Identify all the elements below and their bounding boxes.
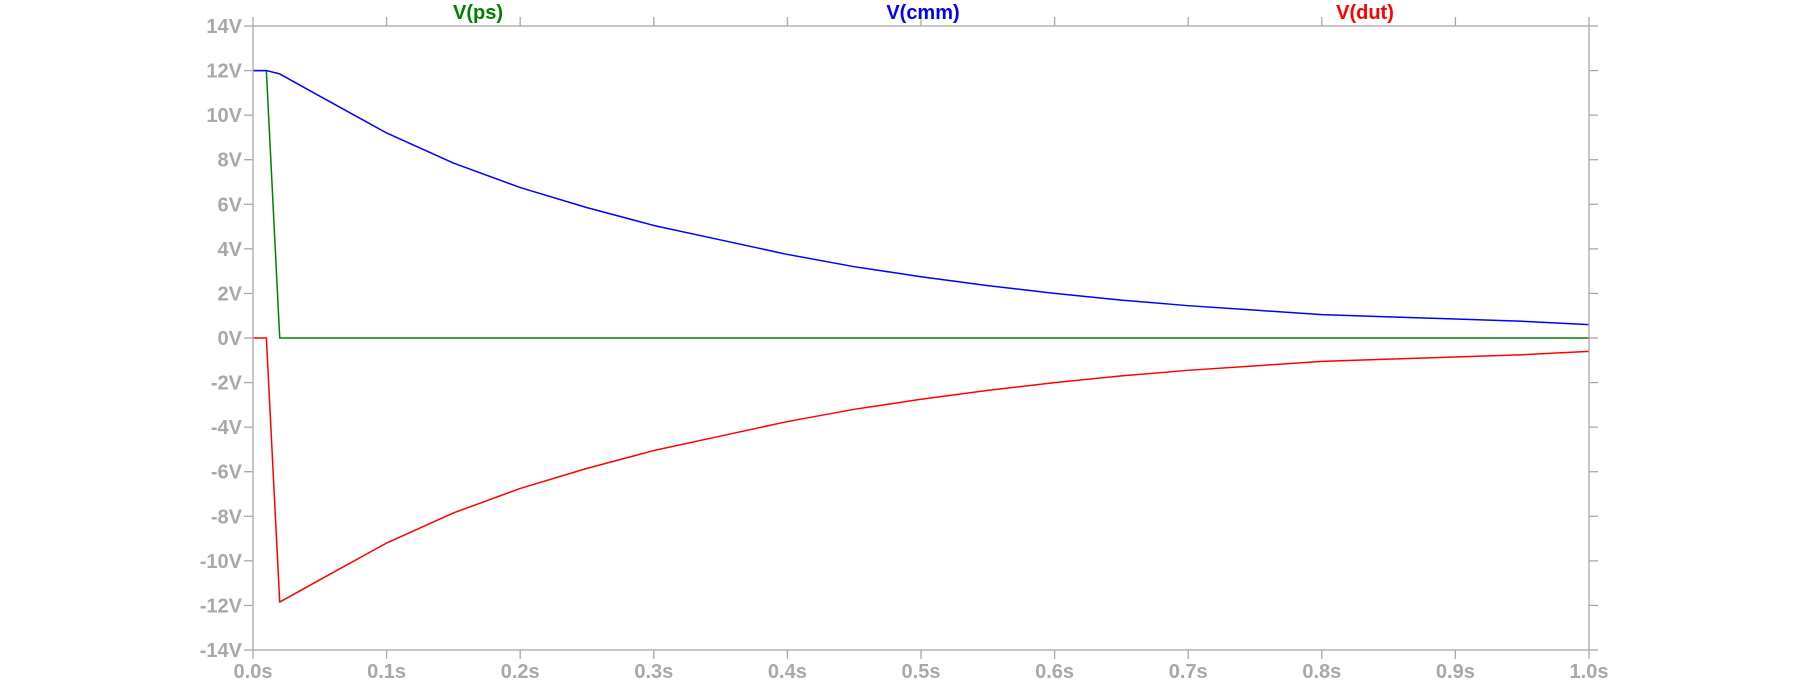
x-tick-label: 0.2s [501,661,540,683]
legend-entry: V(ps) [453,2,503,24]
y-tick-label: -4V [211,417,243,439]
y-tick-label: -6V [211,462,243,484]
x-tick-label: 0.6s [1035,661,1074,683]
x-tick-label: 0.0s [234,661,273,683]
series-line-v-cmm [253,69,1590,326]
x-axis-tick-labels: 0.0s 0.1s 0.2s 0.3s 0.4s 0.5s 0.6s 0.7s 0.8s 0.9s… [234,661,1609,683]
series-layer [253,69,1590,603]
legend-entry: V(cmm) [886,2,959,24]
y-tick-label: 6V [218,194,243,216]
y-tick-label: 4V [218,239,243,261]
x-tick-label: 0.3s [634,661,673,683]
y-tick-label: 12V [206,61,242,83]
x-tick-label: 0.4s [768,661,807,683]
y-tick-label: 0V [218,328,243,350]
series-line-v-ps [253,69,1589,339]
y-tick-label: -8V [211,506,243,528]
x-tick-label: 0.7s [1169,661,1208,683]
y-axis-tick-labels: 14V 12V 10V 8V 6V 4V 2V 0V -2V -4V -6V -8V -10V -12V -… [200,16,243,662]
y-tick-label: 8V [218,150,243,172]
y-tick-label: -2V [211,373,243,395]
y-tick-label: 2V [218,283,243,305]
y-tick-label: 10V [206,105,242,127]
x-tick-label: 0.5s [902,661,941,683]
legend: V(ps) V(cmm) V(dut) [453,2,1394,24]
y-tick-label: 14V [206,16,242,38]
axis-ticks [244,17,1598,659]
x-tick-label: 0.9s [1436,661,1475,683]
legend-entry: V(dut) [1336,2,1394,24]
x-tick-label: 0.8s [1302,661,1341,683]
x-tick-label: 0.1s [367,661,406,683]
y-tick-label: -12V [200,595,243,617]
y-tick-label: -14V [200,640,243,662]
series-line-v-dut [253,337,1590,603]
y-tick-label: -10V [200,551,243,573]
x-tick-label: 1.0s [1570,661,1609,683]
